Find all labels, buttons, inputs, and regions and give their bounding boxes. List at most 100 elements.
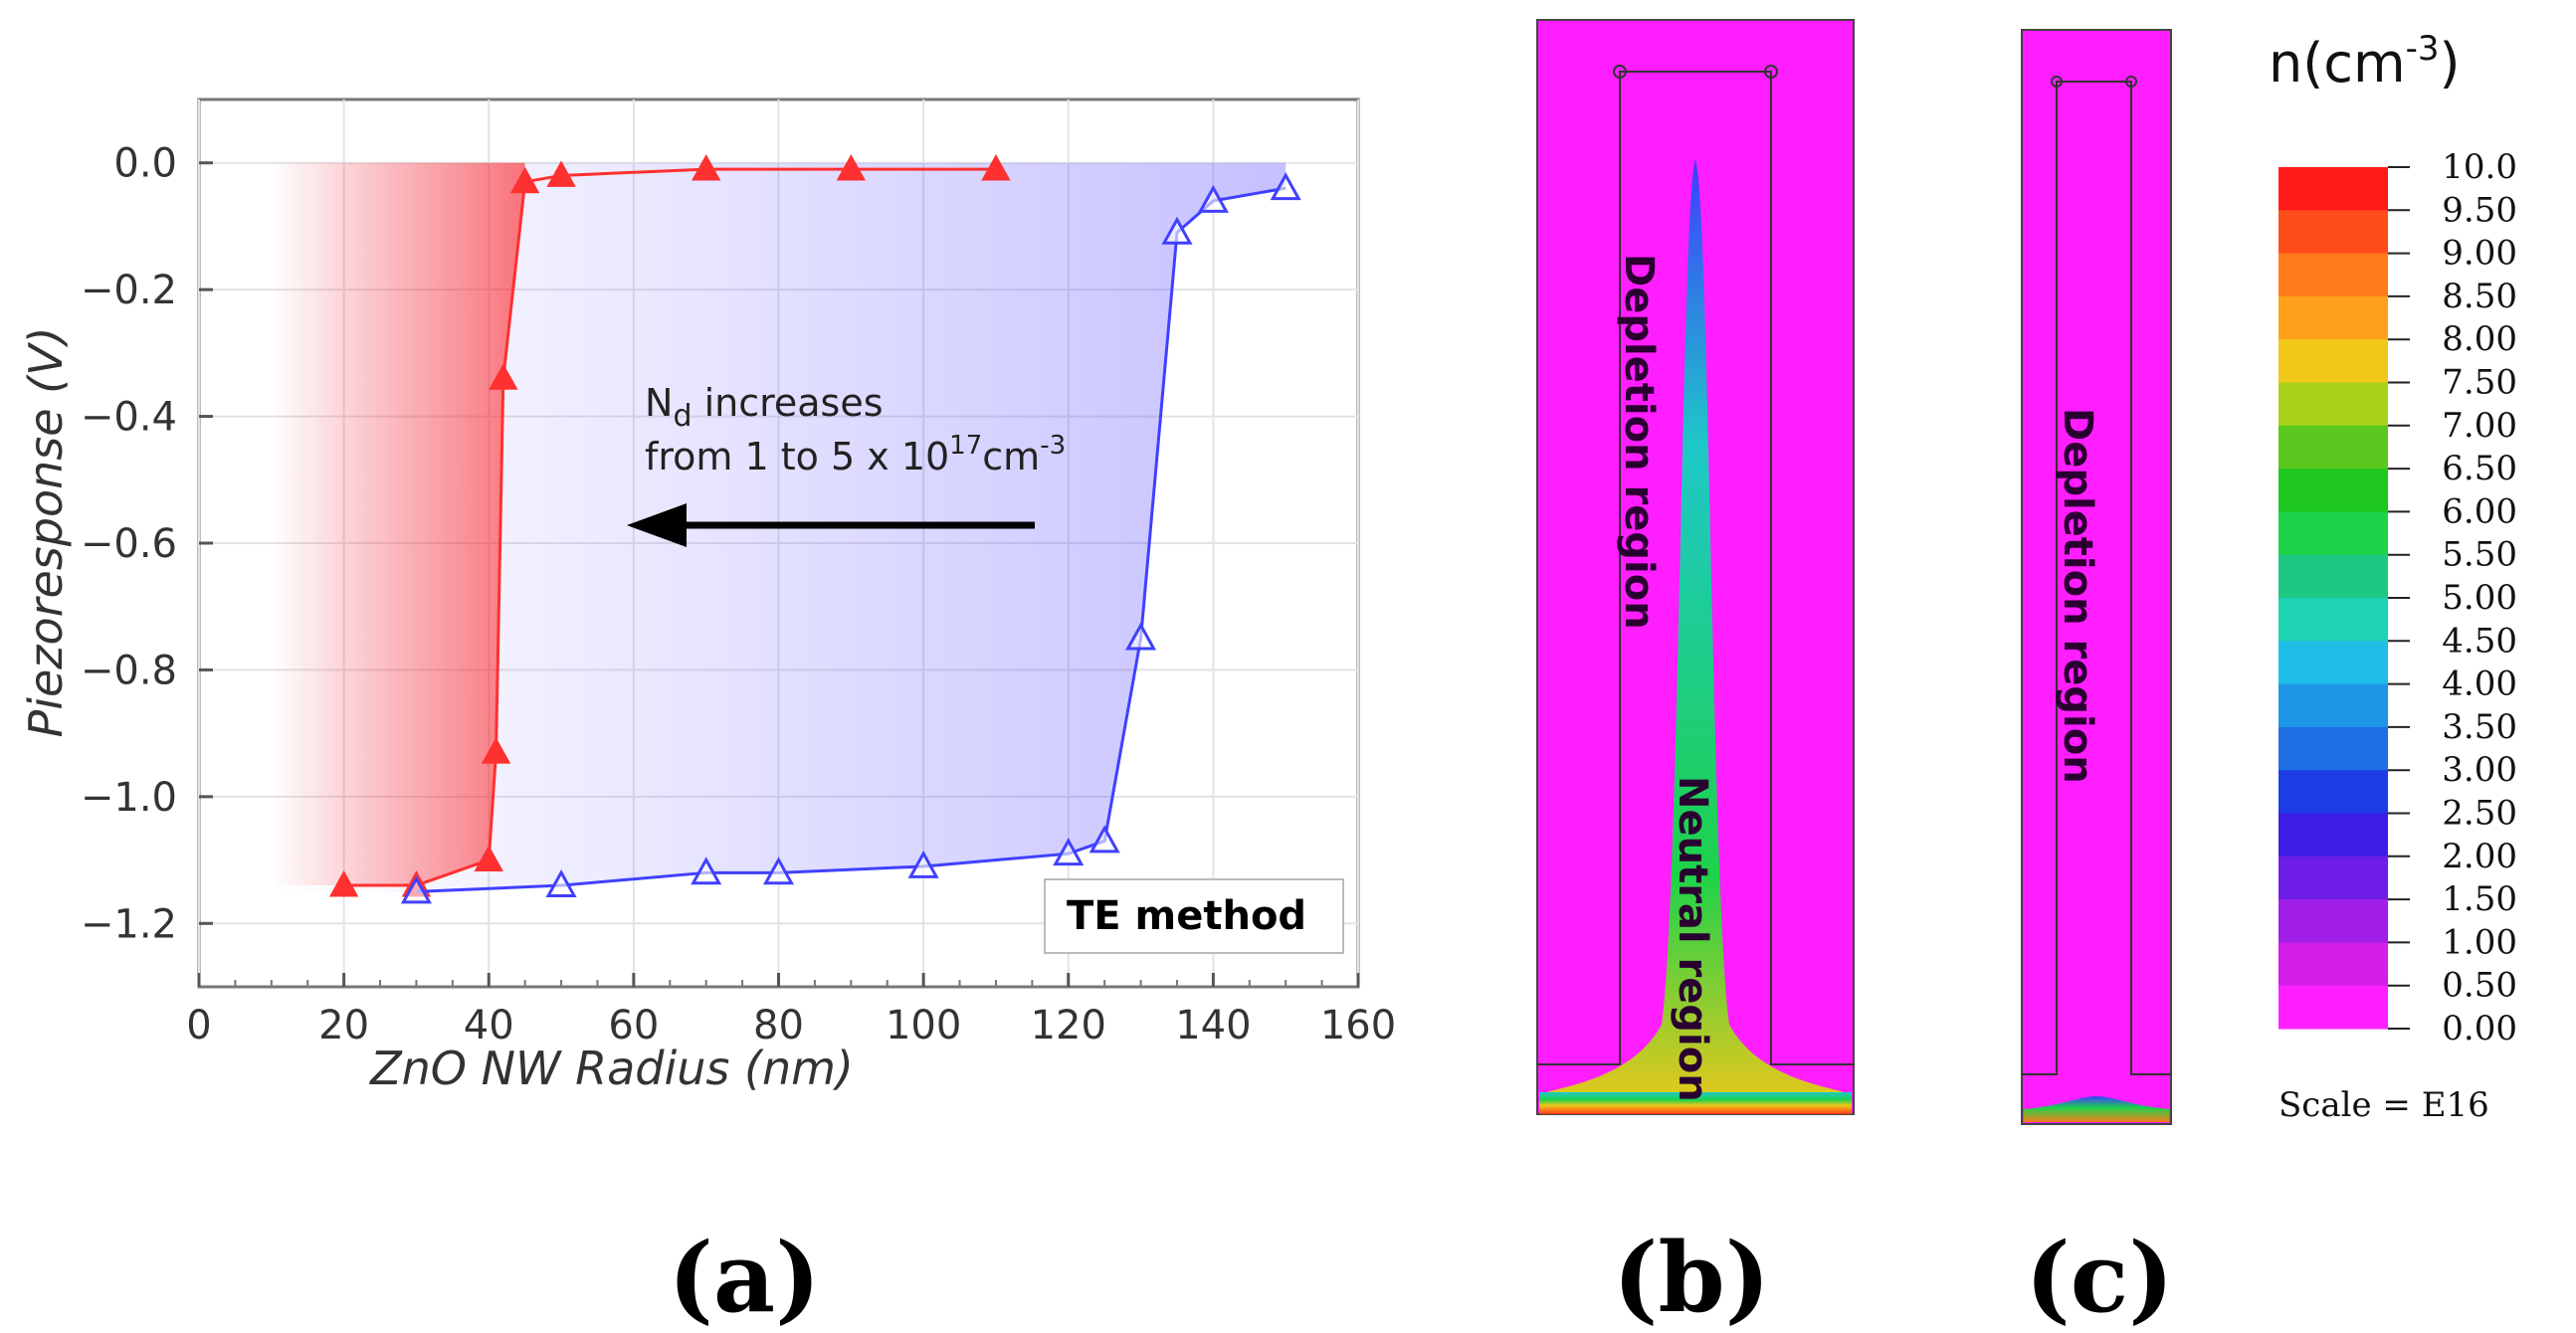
colorbar-swatch	[2279, 339, 2388, 383]
x-tick-label: 80	[753, 1003, 804, 1048]
annotation-line1: Nd increases	[645, 381, 884, 434]
data-point	[691, 857, 722, 885]
panel-c-corner-right	[2125, 76, 2137, 88]
colorbar: n(cm-3) 10.09.509.008.508.007.507.006.50…	[2269, 29, 2517, 1125]
legend: TE method	[1044, 878, 1344, 954]
colorbar-tick-label: 9.50	[2442, 190, 2517, 230]
heatmap-panel-b: Depletion region Neutral region	[1536, 19, 1855, 1115]
panel-label-b: (b)	[1613, 1222, 1770, 1333]
data-point	[481, 737, 511, 764]
colorbar-swatch	[2279, 425, 2388, 470]
colorbar-tick-label: 9.00	[2442, 234, 2517, 274]
data-point	[474, 845, 503, 871]
x-tick-label: 160	[1320, 1003, 1396, 1048]
panel-b-corner-right	[1764, 65, 1778, 79]
colorbar-swatch	[2279, 856, 2388, 900]
red-shaded-area	[271, 162, 525, 886]
data-point	[509, 166, 540, 194]
tick-layer: 0 20 40 60 80 100 120 140 160 0.0 −0.2 −0.4 −0.6 −0.8…	[81, 141, 1396, 1048]
series-line	[343, 167, 996, 887]
colorbar-swatch	[2279, 554, 2388, 599]
x-tick-label: 20	[318, 1003, 369, 1048]
depletion-label-b: Depletion region	[1616, 254, 1662, 630]
y-tick-label: 0.0	[113, 141, 177, 187]
colorbar-tick-label: 1.00	[2442, 922, 2517, 962]
neutral-plume	[1540, 159, 1851, 1114]
panel-label-a: (a)	[668, 1222, 820, 1333]
colorbar-tick-label: 10.0	[2442, 147, 2517, 187]
y-tick-label: −1.2	[81, 901, 177, 947]
x-tick-label: 0	[186, 1003, 211, 1048]
y-tick-label: −0.6	[81, 521, 177, 567]
x-tick-label: 120	[1031, 1003, 1106, 1048]
depletion-label-c: Depletion region	[2055, 408, 2100, 784]
data-point	[1125, 622, 1157, 651]
colorbar-tick-label: 5.50	[2442, 535, 2517, 575]
colorbar-swatch	[2279, 641, 2388, 685]
data-point	[907, 850, 939, 878]
colorbar-swatch	[2279, 382, 2388, 427]
data-point	[836, 154, 867, 181]
x-tick-label: 140	[1175, 1003, 1251, 1048]
colorbar-tick-label: 6.50	[2442, 449, 2517, 488]
arrow-head	[627, 503, 687, 547]
panel-label-c: (c)	[2025, 1222, 2173, 1333]
piezoresponse-chart: 0 20 40 60 80 100 120 140 160 0.0 −0.2 −0.4 −0.6 −0.8…	[19, 97, 1396, 1095]
panel-b-base-band	[1539, 1092, 1852, 1114]
data-point	[1053, 838, 1085, 866]
colorbar-swatch	[2279, 726, 2388, 771]
y-tick-label: −1.0	[81, 775, 177, 821]
y-tick-label: −0.2	[81, 268, 177, 313]
colorbar-tick-label: 3.00	[2442, 750, 2517, 790]
colorbar-swatch	[2279, 511, 2388, 556]
colorbar-tick-label: 5.00	[2442, 578, 2517, 618]
colorbar-tick-label: 2.50	[2442, 794, 2517, 834]
panel-b-corner-left	[1613, 65, 1627, 79]
x-tick-label: 60	[608, 1003, 659, 1048]
data-point	[546, 160, 576, 187]
colorbar-swatch	[2279, 813, 2388, 857]
legend-text: TE method	[1067, 893, 1306, 939]
panel-b-outline	[1537, 71, 1854, 1065]
panel-c-corner-left	[2051, 76, 2063, 88]
colorbar-swatch	[2279, 253, 2388, 297]
colorbar-title: n(cm-3)	[2269, 29, 2461, 95]
colorbar-scale-label: Scale = E16	[2279, 1085, 2489, 1125]
colorbar-swatch	[2279, 167, 2388, 211]
data-point	[1270, 172, 1301, 201]
neutral-label-b: Neutral region	[1670, 776, 1715, 1102]
y-tick-label: −0.4	[81, 395, 177, 441]
x-tick-label: 40	[464, 1003, 514, 1048]
colorbar-tick-label: 6.00	[2442, 491, 2517, 531]
annotation: Nd increases from 1 to 5 x 1017cm-3	[627, 381, 1066, 547]
panel-c-base-band	[2024, 1096, 2169, 1122]
colorbar-swatch	[2279, 942, 2388, 987]
colorbar-tick-label: 7.00	[2442, 406, 2517, 446]
colorbar-tick-label: 2.00	[2442, 837, 2517, 876]
data-point	[400, 875, 432, 904]
colorbar-tick-label: 8.50	[2442, 277, 2517, 316]
colorbar-swatches	[2279, 167, 2388, 1030]
series-layer	[328, 154, 1301, 904]
x-axis-title: ZnO NW Radius (nm)	[368, 1042, 854, 1095]
data-point	[691, 154, 721, 181]
data-point	[981, 154, 1011, 181]
panel-c-outline	[2022, 81, 2171, 1075]
data-point	[762, 857, 795, 885]
colorbar-tick-label: 7.50	[2442, 363, 2517, 403]
colorbar-tick-label: 4.50	[2442, 621, 2517, 661]
data-point	[1089, 825, 1120, 854]
colorbar-swatch	[2279, 683, 2388, 728]
colorbar-swatch	[2279, 598, 2388, 642]
y-axis-title: Piezoresponse (V)	[19, 326, 73, 737]
y-tick-label: −0.8	[81, 648, 177, 693]
colorbar-tick-label: 0.50	[2442, 966, 2517, 1006]
data-point	[328, 869, 359, 897]
data-point	[489, 363, 518, 390]
colorbar-swatch	[2279, 469, 2388, 512]
colorbar-swatch	[2279, 210, 2388, 255]
data-point	[545, 868, 577, 897]
x-tick-label: 100	[886, 1003, 961, 1048]
heatmap-panel-c: Depletion region	[2021, 29, 2172, 1125]
colorbar-swatch	[2279, 985, 2388, 1030]
